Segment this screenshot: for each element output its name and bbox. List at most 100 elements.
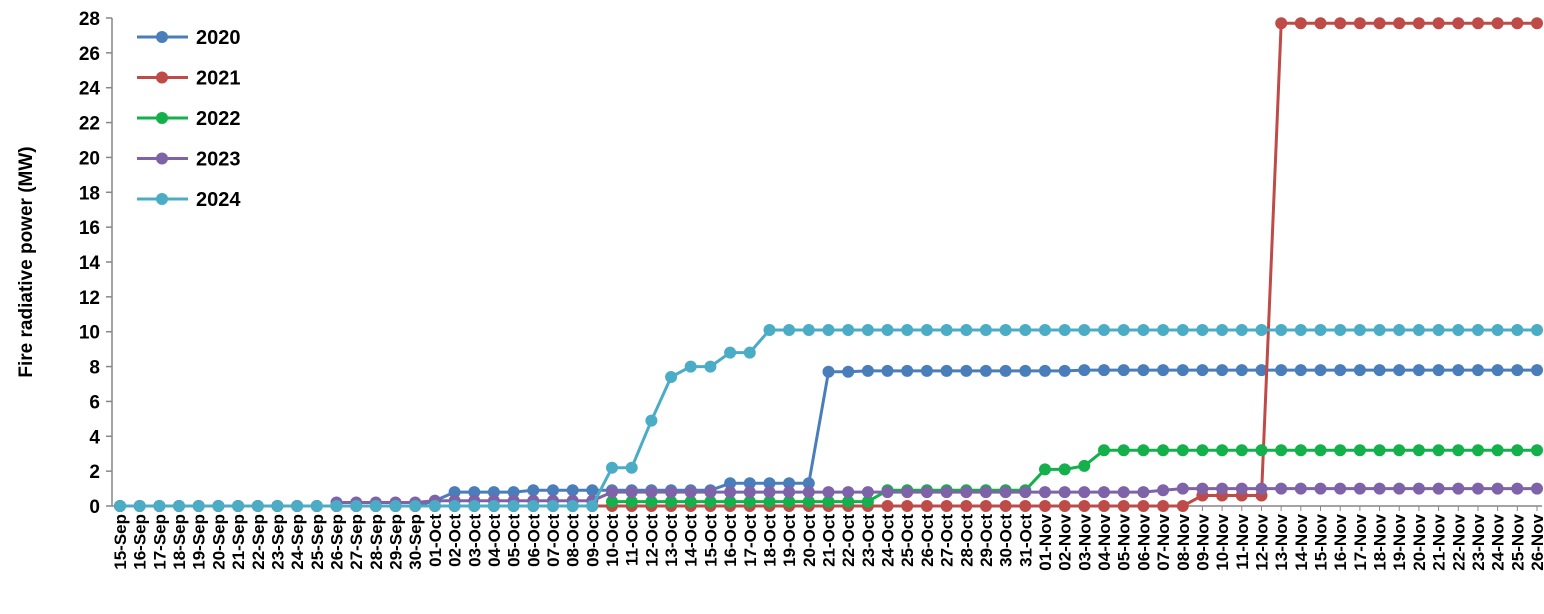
- data-point-2020: [823, 366, 835, 378]
- data-point-2023: [980, 486, 992, 498]
- data-point-2024: [429, 500, 441, 512]
- legend-marker: [156, 72, 168, 84]
- data-point-2021: [1059, 500, 1071, 512]
- legend-label: 2024: [196, 189, 241, 211]
- data-point-2023: [783, 486, 795, 498]
- x-tick-label: 12-Nov: [1252, 513, 1271, 570]
- data-point-2024: [291, 500, 303, 512]
- x-tick-label: 01-Oct: [426, 514, 445, 567]
- data-point-2023: [1295, 483, 1307, 495]
- data-point-2021: [941, 500, 953, 512]
- data-point-2024: [803, 324, 815, 336]
- data-point-2024: [1275, 324, 1287, 336]
- x-tick-label: 09-Oct: [583, 514, 602, 567]
- data-point-2024: [271, 500, 283, 512]
- x-tick-label: 26-Oct: [918, 514, 937, 567]
- data-point-2024: [252, 500, 264, 512]
- data-point-2022: [1393, 444, 1405, 456]
- x-tick-label: 13-Oct: [662, 514, 681, 567]
- data-point-2020: [980, 365, 992, 377]
- data-point-2024: [527, 500, 539, 512]
- legend-label: 2020: [196, 27, 241, 49]
- data-point-2024: [153, 500, 165, 512]
- data-point-2024: [783, 324, 795, 336]
- data-point-2020: [1295, 364, 1307, 376]
- x-tick-label: 17-Nov: [1351, 513, 1370, 570]
- data-point-2023: [842, 486, 854, 498]
- y-tick-label: 2: [89, 462, 100, 483]
- data-point-2021: [1000, 500, 1012, 512]
- data-point-2022: [1472, 444, 1484, 456]
- y-tick-label: 10: [79, 323, 100, 344]
- data-point-2022: [1531, 444, 1543, 456]
- data-point-2024: [1354, 324, 1366, 336]
- x-tick-label: 01-Nov: [1036, 513, 1055, 570]
- x-tick-label: 25-Nov: [1508, 513, 1527, 570]
- data-point-2024: [1019, 324, 1031, 336]
- x-tick-label: 17-Sep: [150, 514, 169, 570]
- x-tick-label: 15-Sep: [111, 514, 130, 570]
- data-point-2021: [901, 500, 913, 512]
- data-point-2023: [665, 486, 677, 498]
- legend-marker: [156, 31, 168, 43]
- data-point-2022: [1374, 444, 1386, 456]
- data-point-2020: [1078, 364, 1090, 376]
- data-point-2020: [1157, 364, 1169, 376]
- data-point-2020: [1374, 364, 1386, 376]
- data-point-2024: [449, 500, 461, 512]
- data-point-2021: [960, 500, 972, 512]
- x-tick-label: 30-Sep: [406, 514, 425, 570]
- data-point-2020: [1452, 364, 1464, 376]
- data-point-2022: [1452, 444, 1464, 456]
- x-tick-label: 08-Oct: [564, 514, 583, 567]
- data-point-2022: [1354, 444, 1366, 456]
- data-point-2021: [1433, 17, 1445, 29]
- y-tick-label: 0: [89, 497, 100, 518]
- data-point-2020: [862, 365, 874, 377]
- x-tick-label: 18-Sep: [170, 514, 189, 570]
- x-tick-label: 19-Nov: [1390, 513, 1409, 570]
- data-point-2024: [1118, 324, 1130, 336]
- data-point-2024: [1492, 324, 1504, 336]
- data-point-2024: [665, 371, 677, 383]
- x-tick-label: 26-Sep: [327, 514, 346, 570]
- data-point-2021: [1098, 500, 1110, 512]
- data-point-2024: [370, 500, 382, 512]
- data-point-2024: [764, 324, 776, 336]
- data-point-2024: [488, 500, 500, 512]
- data-point-2022: [1334, 444, 1346, 456]
- data-point-2023: [704, 486, 716, 498]
- legend-item-2024: 2024: [137, 189, 241, 211]
- data-point-2024: [744, 347, 756, 359]
- y-tick-label: 8: [89, 358, 100, 379]
- x-tick-label: 21-Sep: [229, 514, 248, 570]
- data-point-2020: [921, 365, 933, 377]
- x-tick-label: 20-Nov: [1410, 513, 1429, 570]
- data-point-2023: [921, 486, 933, 498]
- data-point-2022: [1059, 463, 1071, 475]
- data-point-2024: [1256, 324, 1268, 336]
- legend-item-2020: 2020: [137, 27, 241, 49]
- data-point-2024: [547, 500, 559, 512]
- x-tick-label: 07-Oct: [544, 514, 563, 567]
- x-tick-label: 25-Oct: [898, 514, 917, 567]
- data-point-2023: [1019, 486, 1031, 498]
- data-point-2023: [1236, 483, 1248, 495]
- legend-item-2021: 2021: [137, 68, 241, 90]
- data-point-2022: [1177, 444, 1189, 456]
- x-tick-label: 14-Nov: [1292, 513, 1311, 570]
- data-point-2021: [1275, 17, 1287, 29]
- data-point-2020: [1315, 364, 1327, 376]
- x-tick-label: 10-Oct: [603, 514, 622, 567]
- data-point-2023: [744, 486, 756, 498]
- y-tick-label: 4: [89, 427, 100, 448]
- data-point-2024: [173, 500, 185, 512]
- x-tick-label: 30-Oct: [997, 514, 1016, 567]
- x-tick-label: 05-Nov: [1115, 513, 1134, 570]
- data-point-2021: [1354, 17, 1366, 29]
- x-tick-label: 23-Sep: [268, 514, 287, 570]
- data-point-2023: [645, 486, 657, 498]
- data-point-2024: [114, 500, 126, 512]
- x-tick-label: 16-Nov: [1331, 513, 1350, 570]
